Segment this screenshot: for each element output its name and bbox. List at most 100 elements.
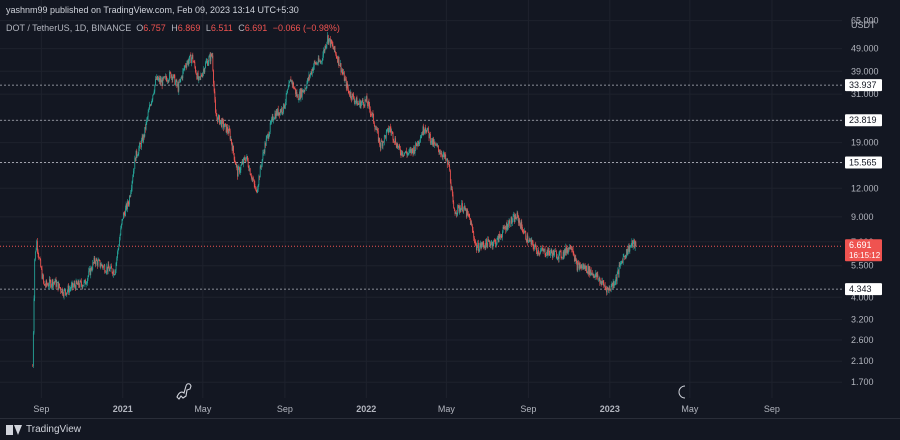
candle-body [428, 131, 430, 139]
candle-body [283, 103, 285, 109]
candle-body [92, 262, 94, 270]
candle-body [571, 248, 573, 250]
candle-body [213, 70, 214, 84]
candle-body [369, 104, 371, 110]
candle-body [530, 239, 532, 245]
candle-body [263, 151, 265, 153]
candle-body [501, 237, 503, 238]
candle-body [378, 138, 380, 142]
candle-body [59, 287, 61, 289]
candle-body [424, 128, 426, 132]
candle-body [257, 189, 258, 193]
candle-body [251, 178, 253, 179]
candle-body [576, 262, 578, 271]
candle-body [585, 265, 587, 269]
candle-body [163, 77, 164, 79]
candle-body [53, 281, 55, 283]
candle-body [431, 138, 433, 145]
candle-body [100, 266, 102, 267]
candle-body [465, 209, 467, 211]
candle-body [257, 184, 259, 190]
candle-body [82, 285, 84, 287]
candle-body [233, 145, 234, 154]
candle-body [516, 218, 517, 220]
price-chart[interactable]: 65.00049.00039.00031.00023.80019.00015.5… [0, 0, 900, 418]
candle-body [524, 231, 525, 234]
candle-body [121, 223, 122, 228]
candle-body [546, 255, 547, 256]
candle-body [367, 102, 369, 107]
candle-body [430, 142, 432, 143]
y-tick-label: 4.000 [851, 292, 874, 302]
candle-body [608, 288, 609, 291]
candle-body [561, 257, 563, 259]
candle-body [239, 170, 241, 173]
candle-body [231, 139, 232, 145]
candle-body [66, 292, 68, 295]
candle-body [575, 257, 577, 260]
candle-body [169, 72, 170, 80]
candle-body [490, 243, 492, 246]
candle-body [536, 247, 537, 252]
candle-body [407, 153, 409, 156]
candle-body [120, 227, 122, 235]
candle-body [267, 134, 268, 137]
candle-body [275, 111, 277, 119]
candle-body [475, 243, 477, 251]
tradingview-brand[interactable]: TradingView [6, 424, 81, 435]
candle-body [335, 53, 337, 57]
candle-body [519, 220, 521, 224]
candle-body [319, 61, 320, 62]
candle-body [216, 116, 218, 118]
candle-body [479, 246, 481, 251]
candle-body [223, 120, 224, 128]
symbol-legend[interactable]: DOT / TetherUS, 1D, BINANCE O6.757 H6.86… [6, 23, 343, 33]
time-axis[interactable]: Sep 2021 May Sep 2022 May Sep 2023 May Sep [33, 404, 780, 414]
candle-body [118, 246, 120, 249]
candle-body [508, 220, 510, 223]
candle-body [114, 274, 116, 276]
candle-body [293, 82, 294, 89]
candle-body [457, 205, 459, 207]
candle-body [528, 239, 530, 243]
candle-body [397, 146, 399, 148]
candle-body [622, 260, 623, 263]
candle-body [536, 251, 538, 254]
candle-body [590, 269, 592, 274]
candle-body [590, 269, 591, 276]
candle-body [162, 77, 164, 86]
candle-body [396, 143, 398, 148]
candle-body [91, 267, 92, 271]
candle-body [330, 39, 332, 46]
candle-body [103, 265, 105, 267]
x-tick-label: Sep [33, 404, 49, 414]
candle-body [124, 213, 126, 217]
y-tick-label: 1.700 [851, 377, 874, 387]
candle-body [62, 294, 64, 297]
candle-body [405, 150, 407, 154]
candle-body [531, 240, 533, 245]
candle-body [307, 78, 308, 83]
candle-body [107, 266, 108, 272]
candle-body [133, 171, 134, 177]
candle-body [481, 242, 483, 246]
candle-body [562, 252, 564, 258]
candle-body [226, 127, 228, 133]
candle-body [148, 109, 150, 113]
candle-body [474, 242, 476, 243]
candle-body [493, 240, 495, 245]
candle-body [355, 100, 357, 102]
candle-body [504, 227, 506, 229]
candle-body [609, 288, 611, 290]
candle-body [394, 138, 396, 143]
candle-body [193, 62, 195, 63]
candle-body [165, 76, 166, 78]
candle-body [383, 141, 385, 143]
candle-body [337, 58, 339, 63]
candle-body [407, 153, 409, 154]
x-tick-label: May [681, 404, 699, 414]
candle-body [391, 131, 393, 133]
candle-body [601, 283, 603, 286]
candle-body [54, 279, 56, 283]
candle-body [86, 283, 88, 284]
